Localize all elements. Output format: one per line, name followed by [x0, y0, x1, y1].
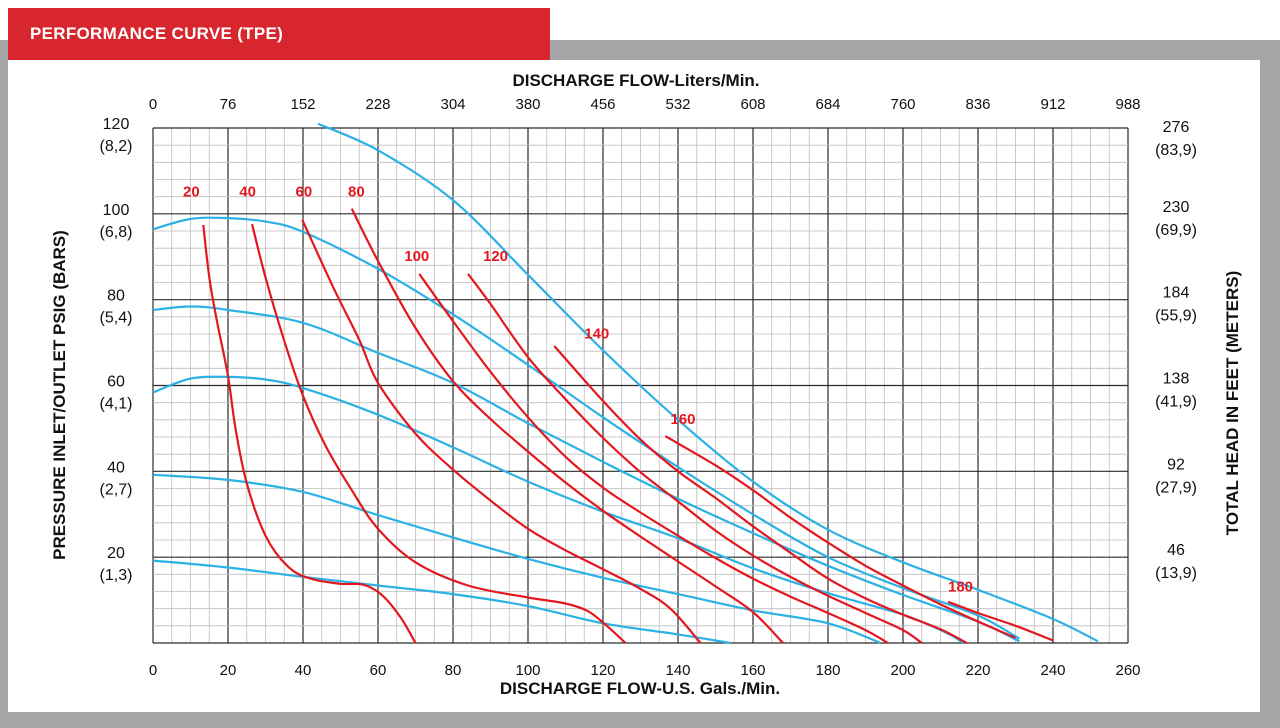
y-tick-bar-label: (4,1): [100, 396, 133, 413]
top-tick-label: 760: [890, 96, 915, 113]
curve-label-40: 40: [239, 184, 256, 201]
x-tick-label: 100: [515, 662, 540, 679]
right-tick-label: 184: [1163, 285, 1190, 302]
flow-curve-20: [202, 224, 417, 644]
y-tick-bar-label: (1,3): [100, 567, 133, 584]
x-tick-label: 160: [740, 662, 765, 679]
x-tick-label: 40: [295, 662, 312, 679]
top-tick-label: 532: [665, 96, 690, 113]
top-tick-label: 456: [590, 96, 615, 113]
right-tick-label: 276: [1163, 119, 1190, 136]
header-bar: PERFORMANCE CURVE (TPE): [8, 8, 550, 60]
x-tick-label: 80: [445, 662, 462, 679]
flow-curves: [202, 208, 1054, 644]
y-tick-bar-label: (8,2): [100, 138, 133, 155]
curve-label-140: 140: [584, 325, 609, 342]
y-tick-bar-label: (6,8): [100, 224, 133, 241]
curve-label-160: 160: [671, 411, 696, 428]
flow-curve-80: [350, 208, 784, 644]
y-axis-title: PRESSURE INLET/OUTLET PSIG (BARS): [50, 230, 69, 560]
x-tick-label: 180: [815, 662, 840, 679]
curve-label-60: 60: [296, 184, 313, 201]
curve-label-180: 180: [948, 579, 973, 596]
right-tick-meter-label: (69,9): [1155, 222, 1197, 239]
y-tick-label: 60: [107, 374, 125, 391]
top-tick-label: 0: [149, 96, 157, 113]
flow-curve-100: [418, 273, 889, 644]
y-tick-label: 40: [107, 459, 125, 476]
y-tick-bar-label: (5,4): [100, 310, 133, 327]
air-pressure-curve-4: [152, 305, 1020, 643]
right-tick-meter-label: (41,9): [1155, 394, 1197, 411]
y-tick-label: 20: [107, 545, 125, 562]
axes: 0 20 40 60 80 100 120 140 160 180 200 220 240 260 0 76 1…: [100, 96, 1197, 679]
chart-grid: [152, 127, 1129, 644]
air-pressure-curve-1: [152, 559, 731, 645]
y-tick-label: 120: [103, 116, 130, 133]
y-tick-bar-label: (2,7): [100, 481, 133, 498]
x-tick-label: 120: [590, 662, 615, 679]
top-tick-label: 836: [965, 96, 990, 113]
right-tick-meter-label: (55,9): [1155, 308, 1197, 325]
right-tick-label: 92: [1167, 456, 1185, 473]
right-tick-label: 138: [1163, 371, 1190, 388]
flow-curve-140: [553, 345, 968, 644]
air-pressure-curve-5: [152, 216, 1020, 640]
curve-label-80: 80: [348, 184, 365, 201]
top-tick-label: 228: [365, 96, 390, 113]
top-tick-label: 912: [1040, 96, 1065, 113]
top-tick-label: 684: [815, 96, 840, 113]
right-tick-meter-label: (13,9): [1155, 565, 1197, 582]
air-pressure-curves: [152, 122, 1099, 645]
curve-label-120: 120: [483, 248, 508, 265]
right-tick-meter-label: (27,9): [1155, 479, 1197, 496]
x-tick-label: 200: [890, 662, 915, 679]
top-tick-label: 380: [515, 96, 540, 113]
right-tick-meter-label: (83,9): [1155, 142, 1197, 159]
right-tick-label: 230: [1163, 199, 1190, 216]
air-pressure-curve-2: [152, 473, 881, 645]
top-tick-label: 152: [290, 96, 315, 113]
x-tick-label: 220: [965, 662, 990, 679]
x-tick-label: 60: [370, 662, 387, 679]
page-title: PERFORMANCE CURVE (TPE): [30, 24, 284, 43]
x-tick-label: 260: [1115, 662, 1140, 679]
x-tick-label: 0: [149, 662, 157, 679]
x-tick-label: 240: [1040, 662, 1065, 679]
flow-curve-40: [250, 223, 627, 644]
right-axis-title: TOTAL HEAD IN FEET (METERS): [1223, 271, 1242, 535]
top-tick-label: 608: [740, 96, 765, 113]
top-axis-title: DISCHARGE FLOW-Liters/Min.: [512, 71, 759, 90]
x-tick-label: 20: [220, 662, 237, 679]
flow-curve-120: [467, 273, 923, 644]
air-pressure-curve-3: [152, 375, 964, 644]
curve-label-100: 100: [404, 248, 429, 265]
top-tick-label: 988: [1115, 96, 1140, 113]
x-tick-label: 140: [665, 662, 690, 679]
air-pressure-curve-6: [317, 122, 1099, 643]
flow-curve-160: [664, 435, 1016, 639]
flow-curve-60: [301, 219, 702, 644]
top-tick-label: 76: [220, 96, 237, 113]
y-tick-label: 80: [107, 288, 125, 305]
curve-label-20: 20: [183, 184, 200, 201]
right-tick-label: 46: [1167, 542, 1185, 559]
top-tick-label: 304: [440, 96, 465, 113]
curve-labels: 20 40 60 80 100 120 140 160 180: [183, 184, 973, 596]
flow-curve-180: [947, 600, 1054, 642]
y-tick-label: 100: [103, 202, 130, 219]
x-axis-title: DISCHARGE FLOW-U.S. Gals./Min.: [500, 679, 780, 698]
